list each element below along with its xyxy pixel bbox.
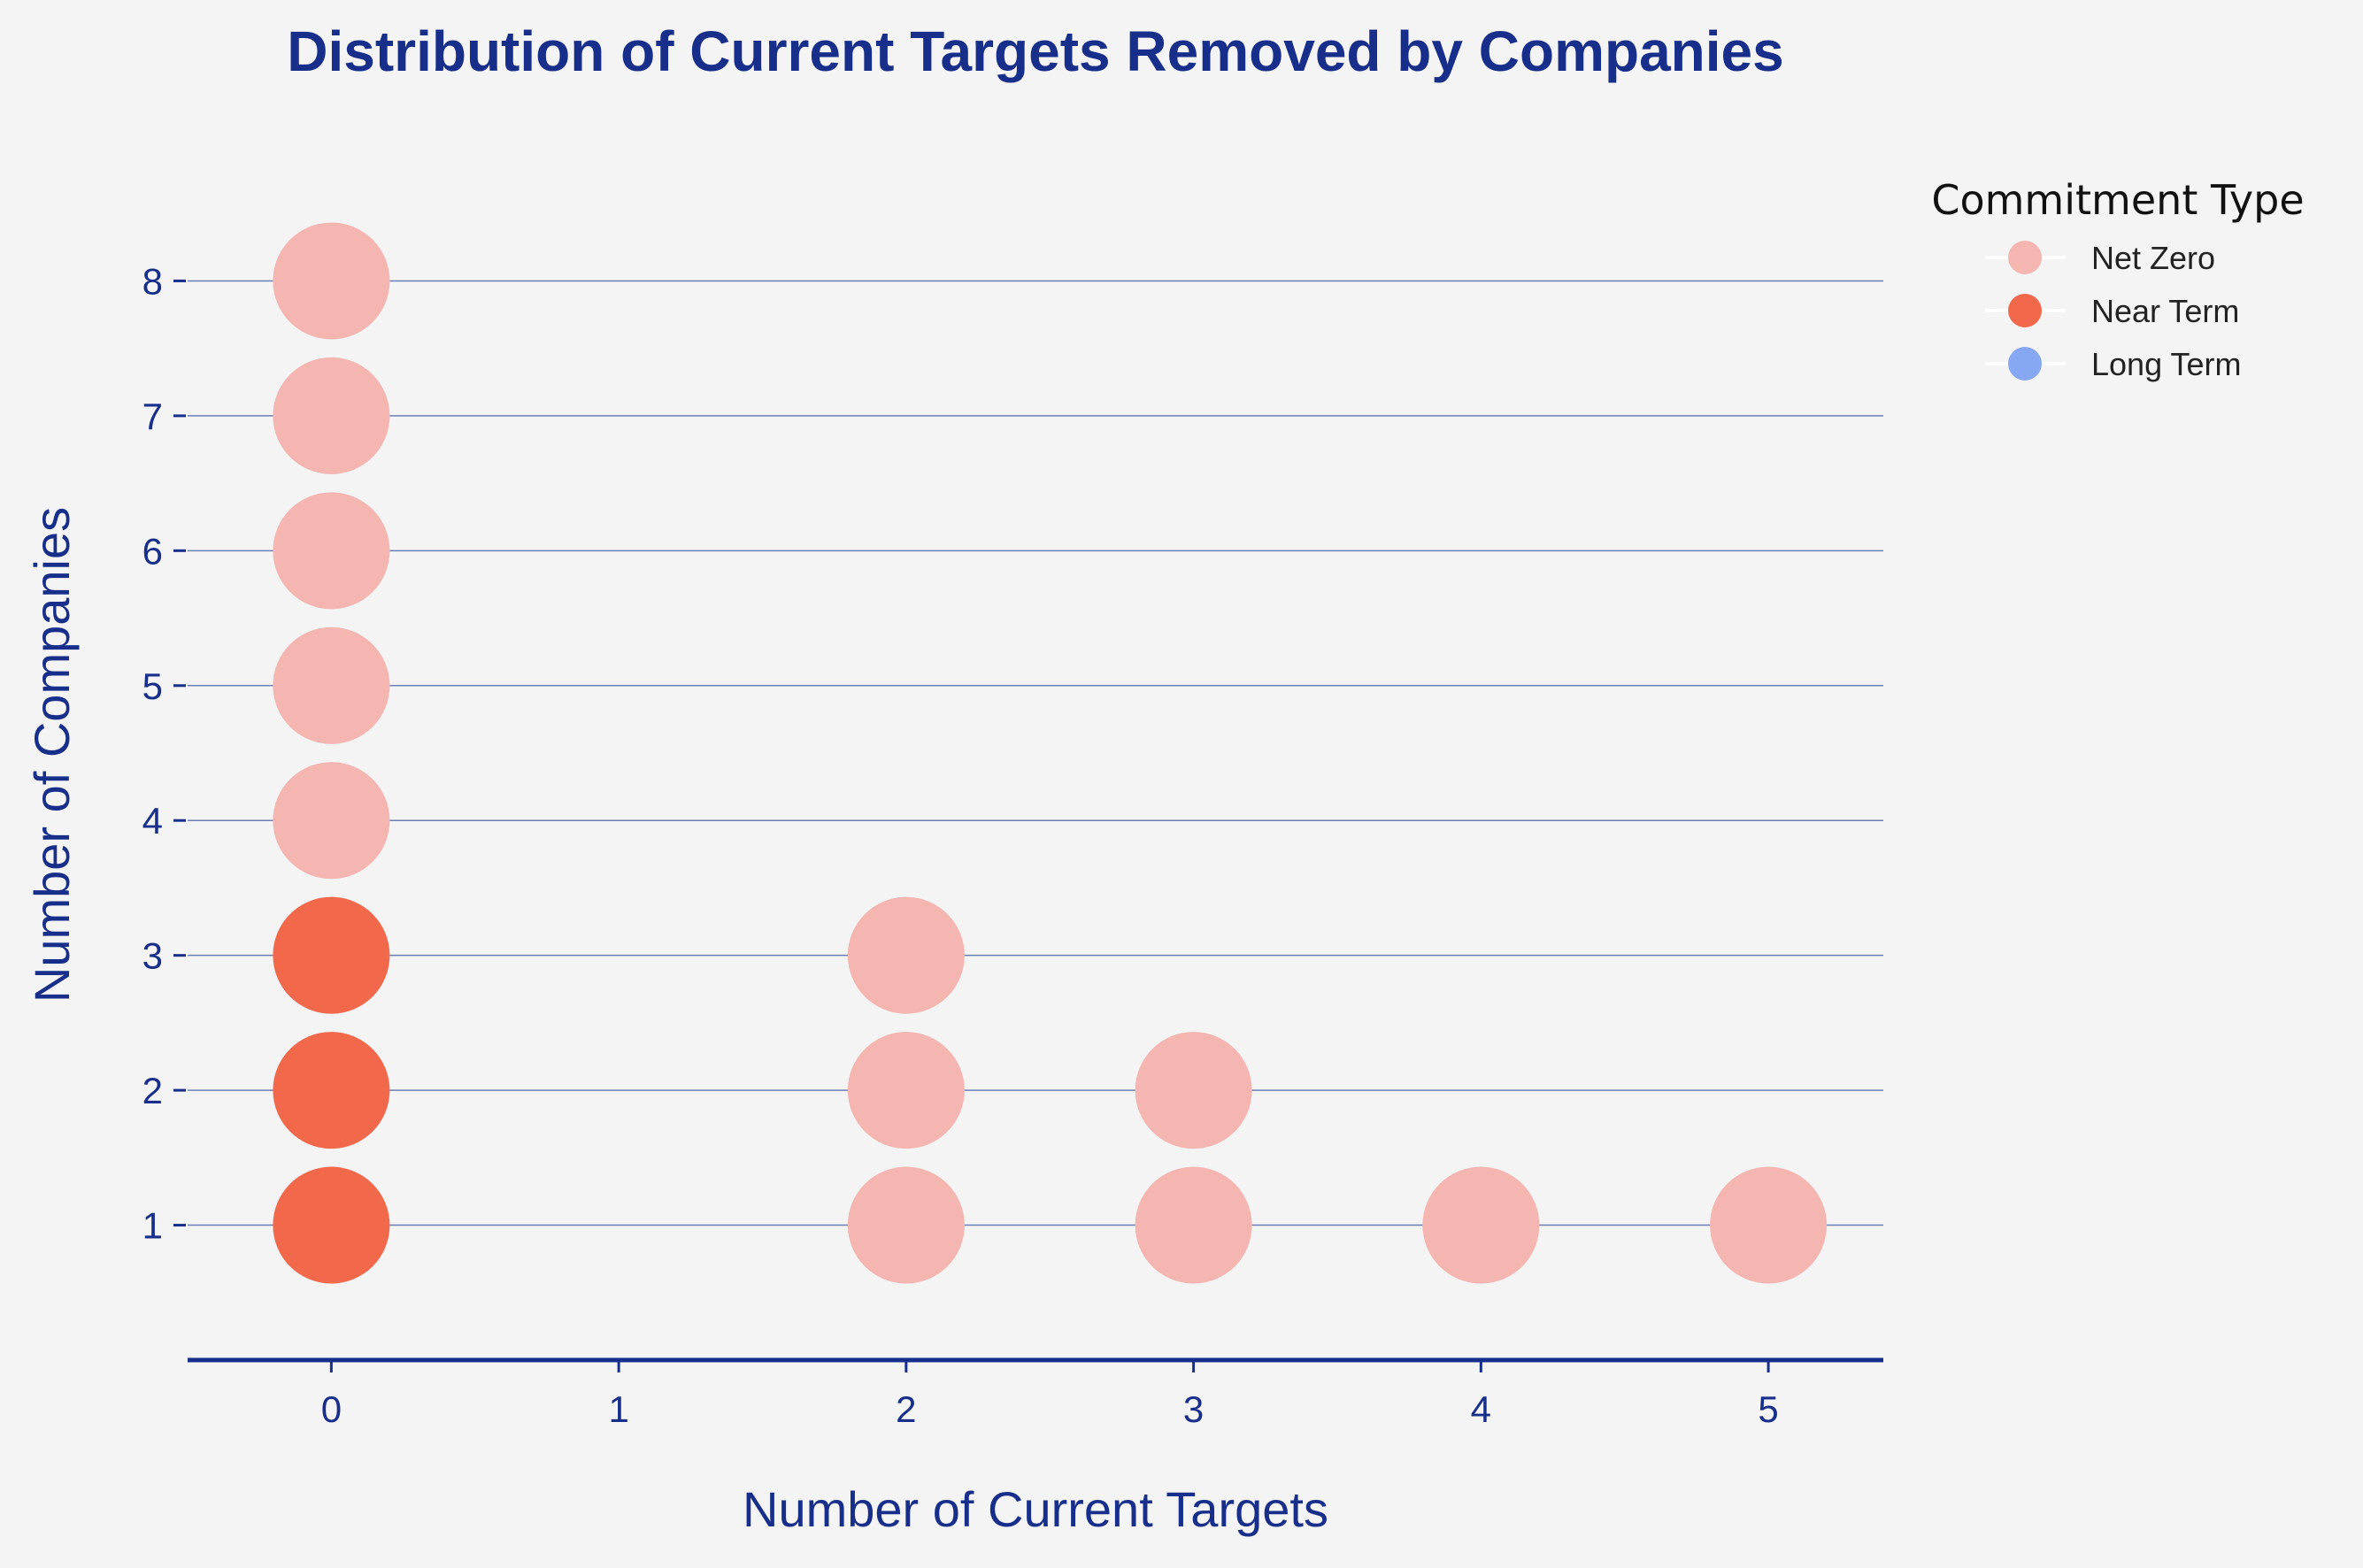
x-axis-label: Number of Current Targets xyxy=(743,1481,1328,1537)
y-tick-label-7: 7 xyxy=(142,396,163,437)
legend-title: Commitment Type xyxy=(1931,176,2304,224)
point-net-zero-x3-y2 xyxy=(1135,1032,1252,1149)
legend-marker-long-term xyxy=(2008,347,2042,380)
point-net-zero-x2-y2 xyxy=(847,1032,965,1149)
x-axis-ticks: 0 1 2 3 4 5 xyxy=(321,1360,1779,1430)
point-net-zero-x4-y1 xyxy=(1422,1166,1540,1284)
chart-title: Distribution of Current Targets Removed … xyxy=(287,19,1783,83)
y-tick-label-3: 3 xyxy=(142,935,163,977)
x-tick-label-3: 3 xyxy=(1183,1388,1204,1430)
point-net-zero-x0-y6 xyxy=(273,492,390,610)
legend-label-long-term: Long Term xyxy=(2091,346,2241,382)
legend-label-near-term: Near Term xyxy=(2091,293,2239,329)
point-net-zero-x0-y5 xyxy=(273,626,390,744)
y-tick-label-5: 5 xyxy=(142,665,163,707)
y-axis-ticks: 1 2 3 4 5 6 7 8 xyxy=(142,260,186,1247)
x-tick-label-1: 1 xyxy=(608,1388,628,1430)
legend-marker-near-term xyxy=(2008,294,2042,327)
point-net-zero-x3-y1 xyxy=(1135,1166,1252,1284)
y-tick-label-4: 4 xyxy=(142,800,163,842)
point-net-zero-x2-y3 xyxy=(847,896,965,1014)
point-net-zero-x5-y1 xyxy=(1710,1166,1828,1284)
x-tick-label-5: 5 xyxy=(1758,1388,1778,1430)
x-tick-label-2: 2 xyxy=(896,1388,916,1430)
data-points xyxy=(273,222,1828,1284)
legend: Commitment Type Net Zero Near Term Long Te… xyxy=(1931,176,2304,382)
point-net-zero-x2-y1 xyxy=(847,1166,965,1284)
point-near-term-x0-y1 xyxy=(273,1166,390,1284)
grid-lines xyxy=(188,280,1883,1226)
x-tick-label-0: 0 xyxy=(321,1388,342,1430)
legend-items: Net Zero Near Term Long Term xyxy=(1985,240,2241,382)
y-tick-label-6: 6 xyxy=(142,530,163,572)
y-tick-label-2: 2 xyxy=(142,1070,163,1111)
point-near-term-x0-y3 xyxy=(273,896,390,1014)
y-tick-label-8: 8 xyxy=(142,260,163,302)
point-net-zero-x0-y7 xyxy=(273,357,390,474)
point-net-zero-x0-y8 xyxy=(273,222,390,340)
x-tick-label-4: 4 xyxy=(1471,1388,1491,1430)
point-near-term-x0-y2 xyxy=(273,1032,390,1149)
y-axis-label: Number of Companies xyxy=(24,507,80,1003)
legend-marker-net-zero xyxy=(2008,241,2042,274)
legend-label-net-zero: Net Zero xyxy=(2091,240,2215,276)
point-net-zero-x0-y4 xyxy=(273,762,390,880)
y-tick-label-1: 1 xyxy=(142,1205,163,1247)
